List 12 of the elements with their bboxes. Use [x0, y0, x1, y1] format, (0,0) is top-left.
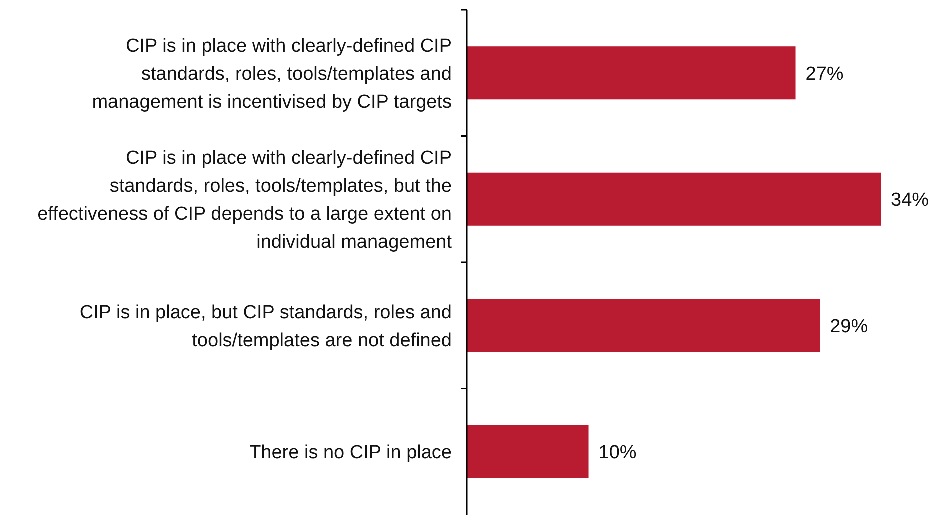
data-label: 27%	[806, 64, 844, 85]
y-tick-label: CIP is in place, but CIP standards, roles and tools/templates are not defined	[80, 302, 452, 352]
data-label: 29%	[830, 316, 868, 338]
bar	[467, 425, 589, 478]
data-label: 34%	[891, 190, 930, 212]
y-tick-label: CIP is in place with clearly-defined CIP standards, roles, tools/templates and management is incentivised by CIP targets	[92, 36, 452, 113]
bar	[467, 172, 881, 226]
bar	[467, 299, 820, 352]
bar	[467, 46, 796, 100]
y-tick-label: CIP is in place with clearly-defined CIP standards, roles, tools/templates, but the effectiveness of CIP depends to a large extent on individual management	[38, 148, 453, 254]
data-label: 10%	[598, 442, 637, 464]
y-tick-label: There is no CIP in place	[250, 442, 452, 464]
